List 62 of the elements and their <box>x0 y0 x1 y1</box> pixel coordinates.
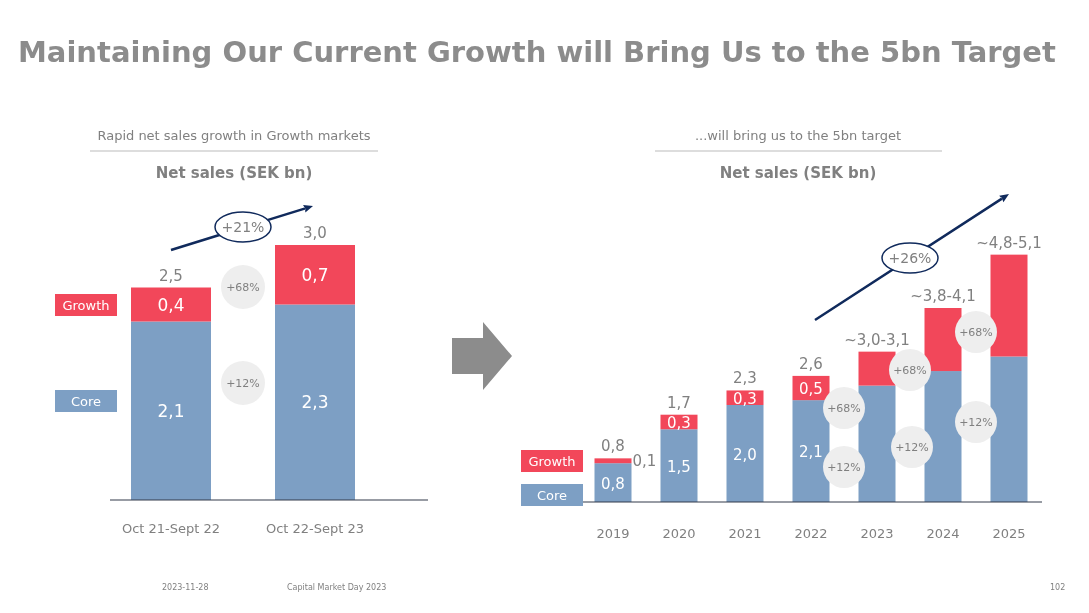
total-label: ~4,8-5,1 <box>976 233 1042 252</box>
data-label: 2,0 <box>733 445 757 464</box>
data-label: 0,1 <box>632 451 657 470</box>
annotation: +68% <box>893 364 927 377</box>
text: 2023-11-28 <box>162 583 209 592</box>
x-tick-label: 2020 <box>662 526 696 541</box>
annotation: +68% <box>827 402 861 415</box>
x-tick-label: Oct 22-Sept 23 <box>265 521 365 536</box>
bar <box>990 356 1028 502</box>
chart-title: Net sales (SEK bn) <box>155 164 313 182</box>
x-tick-label: 2023 <box>860 526 894 541</box>
x-tick-label: 2019 <box>596 526 630 541</box>
bar <box>726 405 764 502</box>
x-tick-label: 2024 <box>926 526 960 541</box>
total-label: 0,8 <box>601 437 625 456</box>
data-label: 2,1 <box>799 443 823 462</box>
annotation: +68% <box>226 281 260 294</box>
bar <box>131 287 211 322</box>
bar <box>275 304 355 500</box>
data-label: 1,5 <box>667 457 691 476</box>
annotation: +12% <box>827 461 861 474</box>
annotation: +68% <box>959 326 993 339</box>
bar <box>660 429 698 502</box>
data-label: 0,8 <box>601 474 625 493</box>
x-tick-label: Oct 21-Sept 22 <box>121 521 221 536</box>
data-label: 2,1 <box>157 400 185 421</box>
data-label: 2,3 <box>301 392 329 413</box>
text: +21% <box>221 219 265 235</box>
annotation: +26% <box>888 250 932 266</box>
data-label: 0,3 <box>667 413 691 432</box>
bar <box>858 385 896 502</box>
total-label: 2,6 <box>799 354 823 373</box>
data-label: 0,5 <box>799 380 823 399</box>
total-label: ~3,0-3,1 <box>844 330 910 349</box>
annotation: +12% <box>226 377 260 390</box>
chart-subtitle: Rapid net sales growth in Growth markets <box>97 128 371 143</box>
total-label: 1,7 <box>667 393 691 412</box>
x-tick-label: 2025 <box>992 526 1026 541</box>
series-label: Growth <box>62 298 110 313</box>
text: Core <box>536 488 568 503</box>
bar <box>131 321 211 500</box>
text: Capital Market Day 2023 <box>287 583 387 592</box>
text: Core <box>70 394 102 409</box>
series-label: Growth <box>528 454 576 469</box>
annotation: +12% <box>959 416 993 429</box>
data-label: 0,4 <box>157 294 185 315</box>
text: 102 <box>1050 583 1066 592</box>
total-label: 2,3 <box>733 369 757 388</box>
total-label: 2,5 <box>159 266 183 285</box>
x-tick-label: 2022 <box>794 526 828 541</box>
annotation: +12% <box>895 441 929 454</box>
total-label: 3,0 <box>303 224 327 242</box>
total-label: ~3,8-4,1 <box>910 287 976 305</box>
text: Maintaining Our Current Growth will Bring Us to the 5bn Target <box>18 35 1057 69</box>
chart-title: Net sales (SEK bn) <box>719 164 877 182</box>
data-label: 0,7 <box>301 264 329 285</box>
bar <box>990 254 1028 357</box>
chart-subtitle: ...will bring us to the 5bn target <box>694 128 902 143</box>
bar <box>594 458 632 464</box>
bar <box>275 245 355 305</box>
data-label: 0,3 <box>733 389 757 408</box>
x-tick-label: 2021 <box>728 526 762 541</box>
